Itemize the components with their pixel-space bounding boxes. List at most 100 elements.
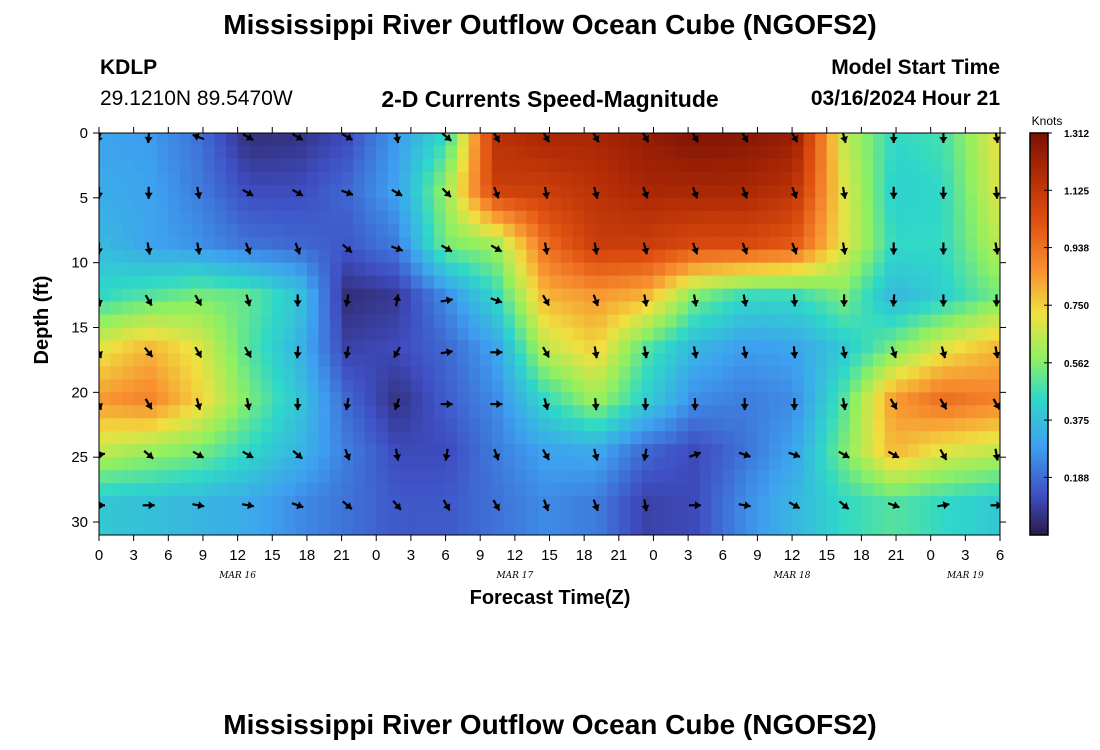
heat-cell bbox=[445, 327, 458, 342]
x-tick-label: 0 bbox=[372, 547, 380, 564]
heat-cell bbox=[665, 133, 678, 147]
heat-cell bbox=[156, 158, 169, 173]
heat-cell bbox=[780, 197, 793, 212]
heat-cell bbox=[965, 457, 978, 471]
heat-cell bbox=[318, 288, 331, 303]
heat-cell bbox=[561, 314, 574, 329]
heat-cell bbox=[607, 223, 620, 238]
heat-cell bbox=[526, 301, 539, 316]
heat-cell bbox=[838, 197, 851, 212]
heat-cell bbox=[722, 509, 735, 523]
x-tick-label: 15 bbox=[818, 547, 835, 564]
heat-cell bbox=[722, 314, 735, 329]
heat-cell bbox=[457, 379, 470, 393]
heat-cell bbox=[110, 431, 123, 445]
heat-cell bbox=[826, 470, 839, 484]
heat-cell bbox=[722, 470, 735, 484]
heat-cell bbox=[896, 301, 909, 316]
heat-cell bbox=[618, 301, 631, 316]
heat-cell bbox=[306, 158, 320, 173]
heat-cell bbox=[757, 275, 770, 290]
heat-cell bbox=[122, 301, 135, 316]
heat-cell bbox=[99, 405, 112, 419]
heat-cell bbox=[353, 418, 366, 432]
x-tick-label: 0 bbox=[95, 547, 103, 564]
heat-cell bbox=[468, 392, 481, 406]
heat-cell bbox=[318, 327, 331, 342]
heat-cell bbox=[122, 457, 135, 471]
heat-cell bbox=[976, 249, 990, 264]
heat-cell bbox=[122, 288, 135, 303]
heat-cell bbox=[919, 327, 932, 342]
heat-cell bbox=[179, 483, 193, 497]
current-vector bbox=[840, 294, 849, 307]
heat-cell bbox=[410, 249, 424, 264]
heat-cell bbox=[202, 327, 216, 342]
heat-cell bbox=[330, 483, 343, 497]
heat-cell bbox=[168, 522, 181, 535]
heat-cell bbox=[780, 133, 793, 147]
heat-cell bbox=[526, 314, 539, 329]
heat-cell bbox=[699, 145, 712, 160]
heat-cell bbox=[792, 457, 805, 471]
heat-cell bbox=[861, 249, 874, 264]
heat-cell bbox=[653, 288, 666, 303]
heat-cell bbox=[226, 509, 239, 523]
heat-cell bbox=[641, 509, 655, 523]
chart-subtitle: 2-D Currents Speed-Magnitude bbox=[381, 86, 719, 112]
heat-cell bbox=[665, 444, 678, 458]
heat-cell bbox=[99, 262, 112, 277]
heat-cell bbox=[283, 249, 296, 264]
heat-cell bbox=[919, 197, 932, 212]
heat-cell bbox=[341, 522, 354, 535]
heat-cell bbox=[537, 275, 551, 290]
heat-cell bbox=[168, 262, 181, 277]
heat-cell bbox=[942, 288, 955, 303]
heat-cell bbox=[861, 353, 874, 368]
heat-cell bbox=[722, 236, 735, 251]
heat-cell bbox=[260, 509, 273, 523]
heat-cell bbox=[641, 223, 655, 238]
heat-cell bbox=[387, 522, 400, 535]
heat-cell bbox=[168, 353, 181, 368]
heat-cell bbox=[191, 275, 204, 290]
heat-cell bbox=[757, 496, 770, 510]
heat-cell bbox=[953, 184, 966, 199]
heat-cell bbox=[618, 457, 631, 471]
heat-cell bbox=[99, 133, 112, 147]
heat-cell bbox=[826, 327, 839, 342]
heat-cell bbox=[364, 522, 377, 535]
heat-cell bbox=[549, 327, 562, 342]
heat-cell bbox=[630, 522, 643, 535]
heat-cell bbox=[99, 158, 112, 173]
heat-cell bbox=[618, 288, 631, 303]
heat-cell bbox=[226, 431, 239, 445]
heat-cell bbox=[341, 275, 354, 290]
heat-cell bbox=[965, 249, 978, 264]
heat-cell bbox=[549, 405, 562, 419]
heat-cell bbox=[410, 223, 424, 238]
heat-cell bbox=[249, 223, 262, 238]
heat-cell bbox=[110, 184, 123, 199]
heat-cell bbox=[433, 223, 447, 238]
heat-cell bbox=[179, 171, 193, 186]
heat-cell bbox=[688, 275, 701, 290]
heat-cell bbox=[99, 509, 112, 523]
heat-cell bbox=[376, 483, 389, 497]
heat-cell bbox=[595, 366, 608, 380]
heat-cell bbox=[826, 171, 839, 186]
heat-cell bbox=[872, 470, 886, 484]
heat-cell bbox=[260, 197, 273, 212]
heat-cell bbox=[433, 457, 447, 471]
heat-cell bbox=[214, 158, 227, 173]
heat-cell bbox=[283, 288, 296, 303]
heat-cell bbox=[965, 210, 978, 225]
date-label: MAR 16 bbox=[218, 571, 256, 581]
heat-cell bbox=[872, 275, 886, 290]
current-vector bbox=[99, 294, 103, 307]
heat-cell bbox=[907, 340, 920, 355]
heat-cell bbox=[838, 158, 851, 173]
heat-cell bbox=[942, 418, 955, 432]
heat-cell bbox=[537, 418, 551, 432]
heat-cell bbox=[988, 262, 1000, 277]
